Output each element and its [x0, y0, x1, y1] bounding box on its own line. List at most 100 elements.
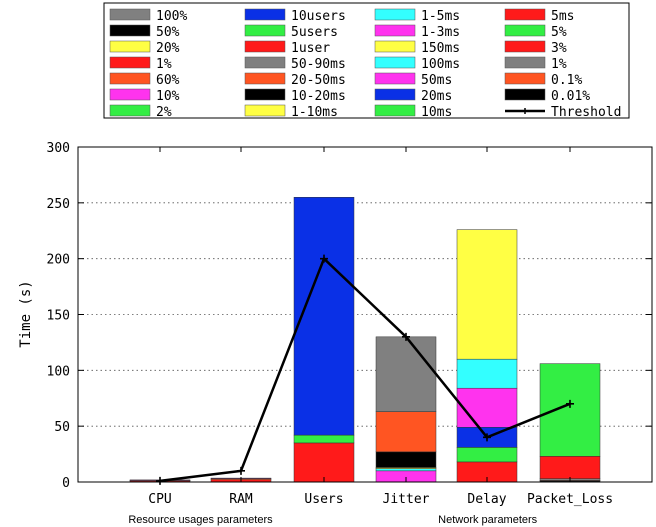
- legend-item-10-20ms: 10-20ms: [244, 88, 346, 104]
- legend-swatch: [374, 56, 416, 69]
- y-tick-label: 50: [54, 420, 70, 435]
- legend-item-1user: 1user: [244, 40, 330, 56]
- legend-swatch-marker: [522, 108, 528, 114]
- x-tick-label: Packet_Loss: [527, 492, 613, 507]
- bars: [129, 197, 601, 483]
- x-tick-label: Jitter: [383, 492, 430, 507]
- legend-item-60: 60%: [109, 72, 180, 88]
- legend-label: 100ms: [421, 57, 460, 72]
- bar-delay: [456, 229, 518, 483]
- y-tick-label: 300: [47, 141, 70, 156]
- legend-swatch: [109, 24, 151, 37]
- y-tick-label: 100: [47, 364, 70, 379]
- legend-label: 5ms: [551, 9, 574, 24]
- group-label: Resource usages parameters: [128, 514, 273, 526]
- threshold-polyline: [159, 257, 571, 483]
- legend-item-threshold: Threshold: [505, 105, 621, 120]
- legend-label: 150ms: [421, 41, 460, 56]
- legend-label: Threshold: [551, 105, 621, 120]
- legend-label: 50-90ms: [291, 57, 346, 72]
- legend-swatch: [504, 56, 546, 69]
- legend-label: 5users: [291, 25, 338, 40]
- legend-item-1-10ms: 1-10ms: [244, 104, 338, 120]
- threshold-point: [566, 399, 574, 408]
- legend-swatch: [374, 40, 416, 53]
- threshold-line: [156, 254, 574, 485]
- legend-item-50: 50%: [109, 24, 180, 40]
- legend-item-0-01: 0.01%: [504, 88, 590, 104]
- legend-swatch: [374, 72, 416, 85]
- legend-item-2: 2%: [109, 104, 172, 120]
- legend-item-1-5ms: 1-5ms: [374, 8, 460, 24]
- legend-swatch: [374, 8, 416, 21]
- legend-item-0-1: 0.1%: [504, 72, 582, 88]
- threshold-point: [402, 332, 410, 341]
- legend-swatch: [109, 72, 151, 85]
- x-tick-label: Users: [304, 492, 343, 507]
- bar-segment-10-20ms: [375, 451, 437, 468]
- legend-swatch: [244, 56, 286, 69]
- threshold-point: [320, 254, 328, 263]
- legend-item-20-50ms: 20-50ms: [244, 72, 346, 88]
- legend-label: 1-5ms: [421, 9, 460, 24]
- legend-label: 1-3ms: [421, 25, 460, 40]
- legend-swatch: [244, 24, 286, 37]
- bar-segment-1user: [293, 442, 355, 483]
- legend-swatch: [109, 40, 151, 53]
- legend-swatch: [504, 8, 546, 21]
- legend-item-1: 1%: [109, 56, 172, 72]
- legend-label: 1%: [551, 57, 567, 72]
- bar-segment-5users: [293, 434, 355, 444]
- legend-item-100ms: 100ms: [374, 56, 460, 72]
- y-tick-label: 150: [47, 309, 70, 324]
- bar-jitter: [375, 336, 437, 483]
- legend-swatch: [504, 24, 546, 37]
- legend-label: 3%: [551, 41, 567, 56]
- legend-swatch: [374, 24, 416, 37]
- legend-label: 10users: [291, 9, 346, 24]
- legend-item-1: 1%: [504, 56, 567, 72]
- x-tick-label: CPU: [148, 492, 171, 507]
- legend-item-10ms: 10ms: [374, 104, 452, 120]
- axes: 0 50 100 150 200 250 300 CPU RAM Users Jitter Delay…: [47, 141, 653, 526]
- bar-segment-3: [539, 456, 601, 479]
- bar-segment-5: [539, 363, 601, 457]
- legend-item-1-3ms: 1-3ms: [374, 24, 460, 40]
- bar-segment-50-90ms: [375, 336, 437, 412]
- legend-label: 5%: [551, 25, 567, 40]
- legend-label: 20-50ms: [291, 73, 346, 88]
- legend-swatch: [109, 104, 151, 117]
- legend-swatch: [244, 72, 286, 85]
- bar-segment-10ms: [456, 447, 518, 463]
- y-axis-label: Time (s): [18, 280, 34, 347]
- legend-swatch: [504, 40, 546, 53]
- threshold-point: [237, 466, 245, 475]
- threshold-point: [483, 433, 491, 442]
- legend-item-50ms: 50ms: [374, 72, 452, 88]
- bar-users: [293, 197, 355, 483]
- legend-label: 20%: [156, 41, 180, 56]
- bar-packet-loss: [539, 363, 601, 483]
- legend-item-20ms: 20ms: [374, 88, 452, 104]
- legend-swatch: [109, 56, 151, 69]
- legend-item-10users: 10users: [244, 8, 346, 24]
- legend-swatch: [244, 8, 286, 21]
- legend: 100% 10users 1-5ms 5ms 50% 5users 1-3ms 5% 20% 1u…: [103, 2, 630, 120]
- bar-segment-100ms: [456, 358, 518, 389]
- legend-item-50-90ms: 50-90ms: [244, 56, 346, 72]
- legend-swatch: [109, 88, 151, 101]
- legend-label: 1-10ms: [291, 105, 338, 120]
- legend-item-10: 10%: [109, 88, 180, 104]
- legend-swatch: [504, 88, 546, 101]
- legend-swatch: [109, 8, 151, 21]
- legend-label: 10-20ms: [291, 89, 346, 104]
- x-tick-label: RAM: [229, 492, 253, 507]
- legend-label: 100%: [156, 9, 187, 24]
- bar-segment-150ms: [456, 229, 518, 360]
- legend-swatch: [244, 88, 286, 101]
- bar-segment-10users: [293, 197, 355, 436]
- legend-item-5: 5%: [504, 24, 567, 40]
- legend-label: 50ms: [421, 73, 452, 88]
- legend-item-100: 100%: [109, 8, 187, 24]
